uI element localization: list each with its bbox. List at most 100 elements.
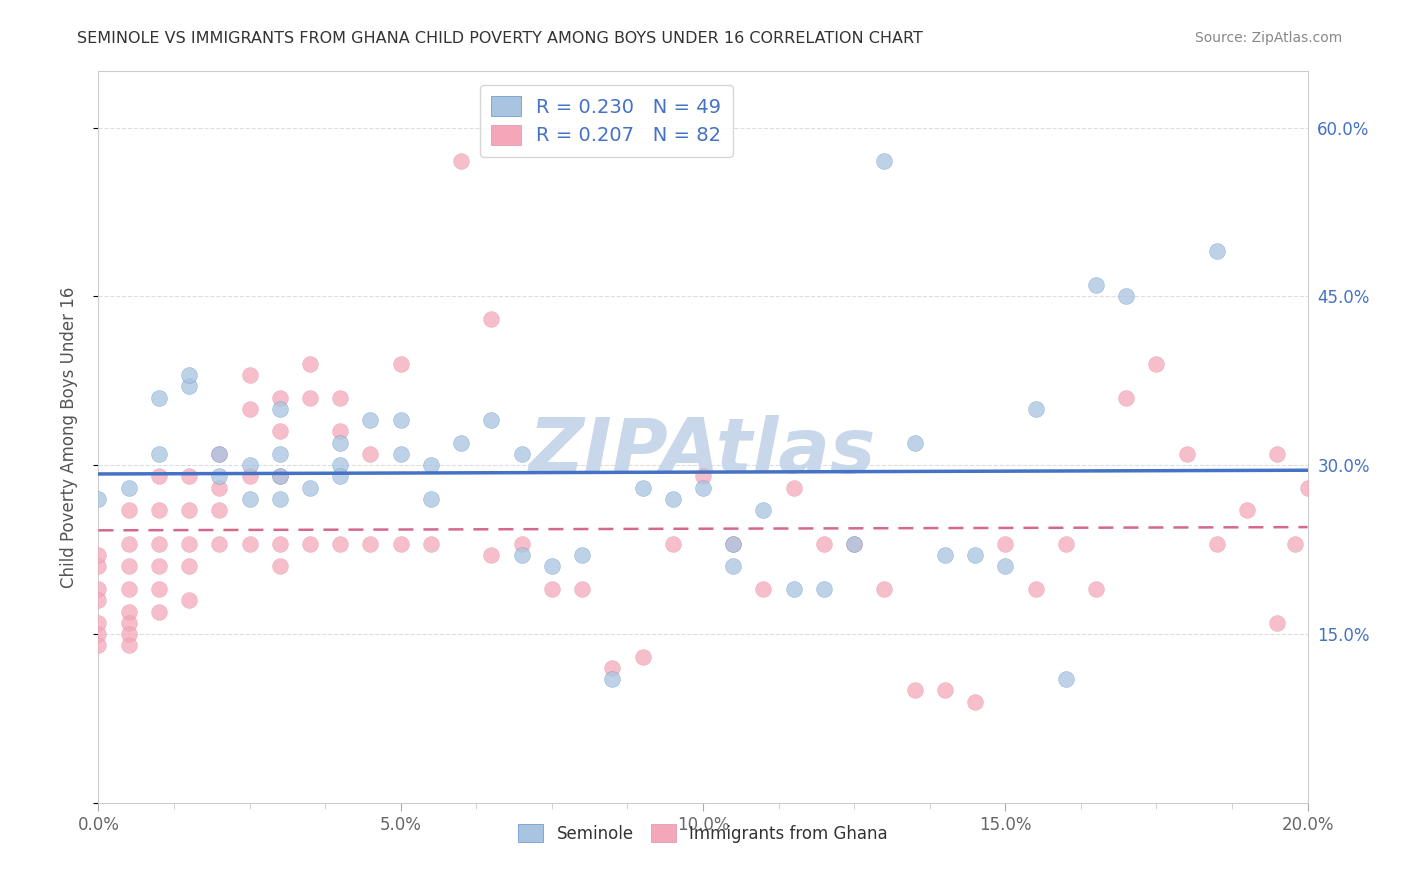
Point xyxy=(1085,582,1108,596)
Point xyxy=(299,537,322,551)
Point xyxy=(179,537,201,551)
Point xyxy=(510,447,533,461)
Point xyxy=(118,605,141,619)
Point xyxy=(752,503,775,517)
Text: ZIPAtlas: ZIPAtlas xyxy=(529,415,877,489)
Point xyxy=(602,661,624,675)
Point xyxy=(1024,401,1046,416)
Point xyxy=(87,582,110,596)
Point xyxy=(87,548,110,562)
Point xyxy=(692,469,714,483)
Point xyxy=(873,582,896,596)
Point xyxy=(87,615,110,630)
Point xyxy=(1296,481,1319,495)
Point xyxy=(389,413,412,427)
Point xyxy=(208,481,231,495)
Point xyxy=(1267,447,1289,461)
Point xyxy=(179,368,201,383)
Point xyxy=(540,559,562,574)
Point xyxy=(661,491,683,506)
Point xyxy=(148,447,170,461)
Point xyxy=(179,379,201,393)
Point xyxy=(1115,289,1137,303)
Y-axis label: Child Poverty Among Boys Under 16: Child Poverty Among Boys Under 16 xyxy=(59,286,77,588)
Point xyxy=(1206,537,1229,551)
Point xyxy=(1054,672,1077,686)
Point xyxy=(631,649,654,664)
Point xyxy=(148,559,170,574)
Point xyxy=(783,481,806,495)
Point xyxy=(904,435,927,450)
Point xyxy=(360,413,382,427)
Point xyxy=(239,368,262,383)
Point xyxy=(1284,537,1306,551)
Point xyxy=(965,548,987,562)
Point xyxy=(299,391,322,405)
Point xyxy=(118,481,141,495)
Point xyxy=(752,582,775,596)
Point xyxy=(269,469,291,483)
Point xyxy=(510,548,533,562)
Point xyxy=(813,537,835,551)
Text: SEMINOLE VS IMMIGRANTS FROM GHANA CHILD POVERTY AMONG BOYS UNDER 16 CORRELATION : SEMINOLE VS IMMIGRANTS FROM GHANA CHILD … xyxy=(77,31,924,46)
Legend: R = 0.230   N = 49, R = 0.207   N = 82: R = 0.230 N = 49, R = 0.207 N = 82 xyxy=(479,85,733,157)
Point xyxy=(1267,615,1289,630)
Point xyxy=(148,391,170,405)
Point xyxy=(904,683,927,698)
Point xyxy=(118,582,141,596)
Point xyxy=(844,537,866,551)
Point xyxy=(148,537,170,551)
Point xyxy=(1206,244,1229,259)
Point xyxy=(1024,582,1046,596)
Point xyxy=(783,582,806,596)
Point xyxy=(723,559,745,574)
Point xyxy=(1236,503,1258,517)
Point xyxy=(360,537,382,551)
Point xyxy=(87,638,110,652)
Point xyxy=(420,491,443,506)
Point xyxy=(389,357,412,371)
Point xyxy=(148,605,170,619)
Text: Source: ZipAtlas.com: Source: ZipAtlas.com xyxy=(1195,31,1343,45)
Point xyxy=(269,491,291,506)
Point xyxy=(179,469,201,483)
Point xyxy=(208,447,231,461)
Point xyxy=(602,672,624,686)
Point xyxy=(360,447,382,461)
Point xyxy=(571,548,593,562)
Point xyxy=(87,627,110,641)
Point xyxy=(118,559,141,574)
Point xyxy=(389,537,412,551)
Point xyxy=(239,458,262,473)
Point xyxy=(481,413,503,427)
Point xyxy=(87,559,110,574)
Point xyxy=(329,469,352,483)
Point xyxy=(269,391,291,405)
Point xyxy=(510,537,533,551)
Point xyxy=(269,425,291,439)
Point xyxy=(269,401,291,416)
Point xyxy=(118,615,141,630)
Point xyxy=(148,469,170,483)
Point xyxy=(118,627,141,641)
Point xyxy=(813,582,835,596)
Point xyxy=(179,593,201,607)
Point xyxy=(994,537,1017,551)
Point xyxy=(661,537,683,551)
Point xyxy=(269,559,291,574)
Point xyxy=(934,548,956,562)
Point xyxy=(179,559,201,574)
Point xyxy=(269,447,291,461)
Point xyxy=(1144,357,1167,371)
Point xyxy=(208,447,231,461)
Point xyxy=(208,537,231,551)
Point xyxy=(87,491,110,506)
Point xyxy=(692,481,714,495)
Point xyxy=(450,435,472,450)
Point xyxy=(148,503,170,517)
Point xyxy=(873,154,896,169)
Point xyxy=(420,537,443,551)
Point xyxy=(1115,391,1137,405)
Point xyxy=(208,503,231,517)
Point xyxy=(87,593,110,607)
